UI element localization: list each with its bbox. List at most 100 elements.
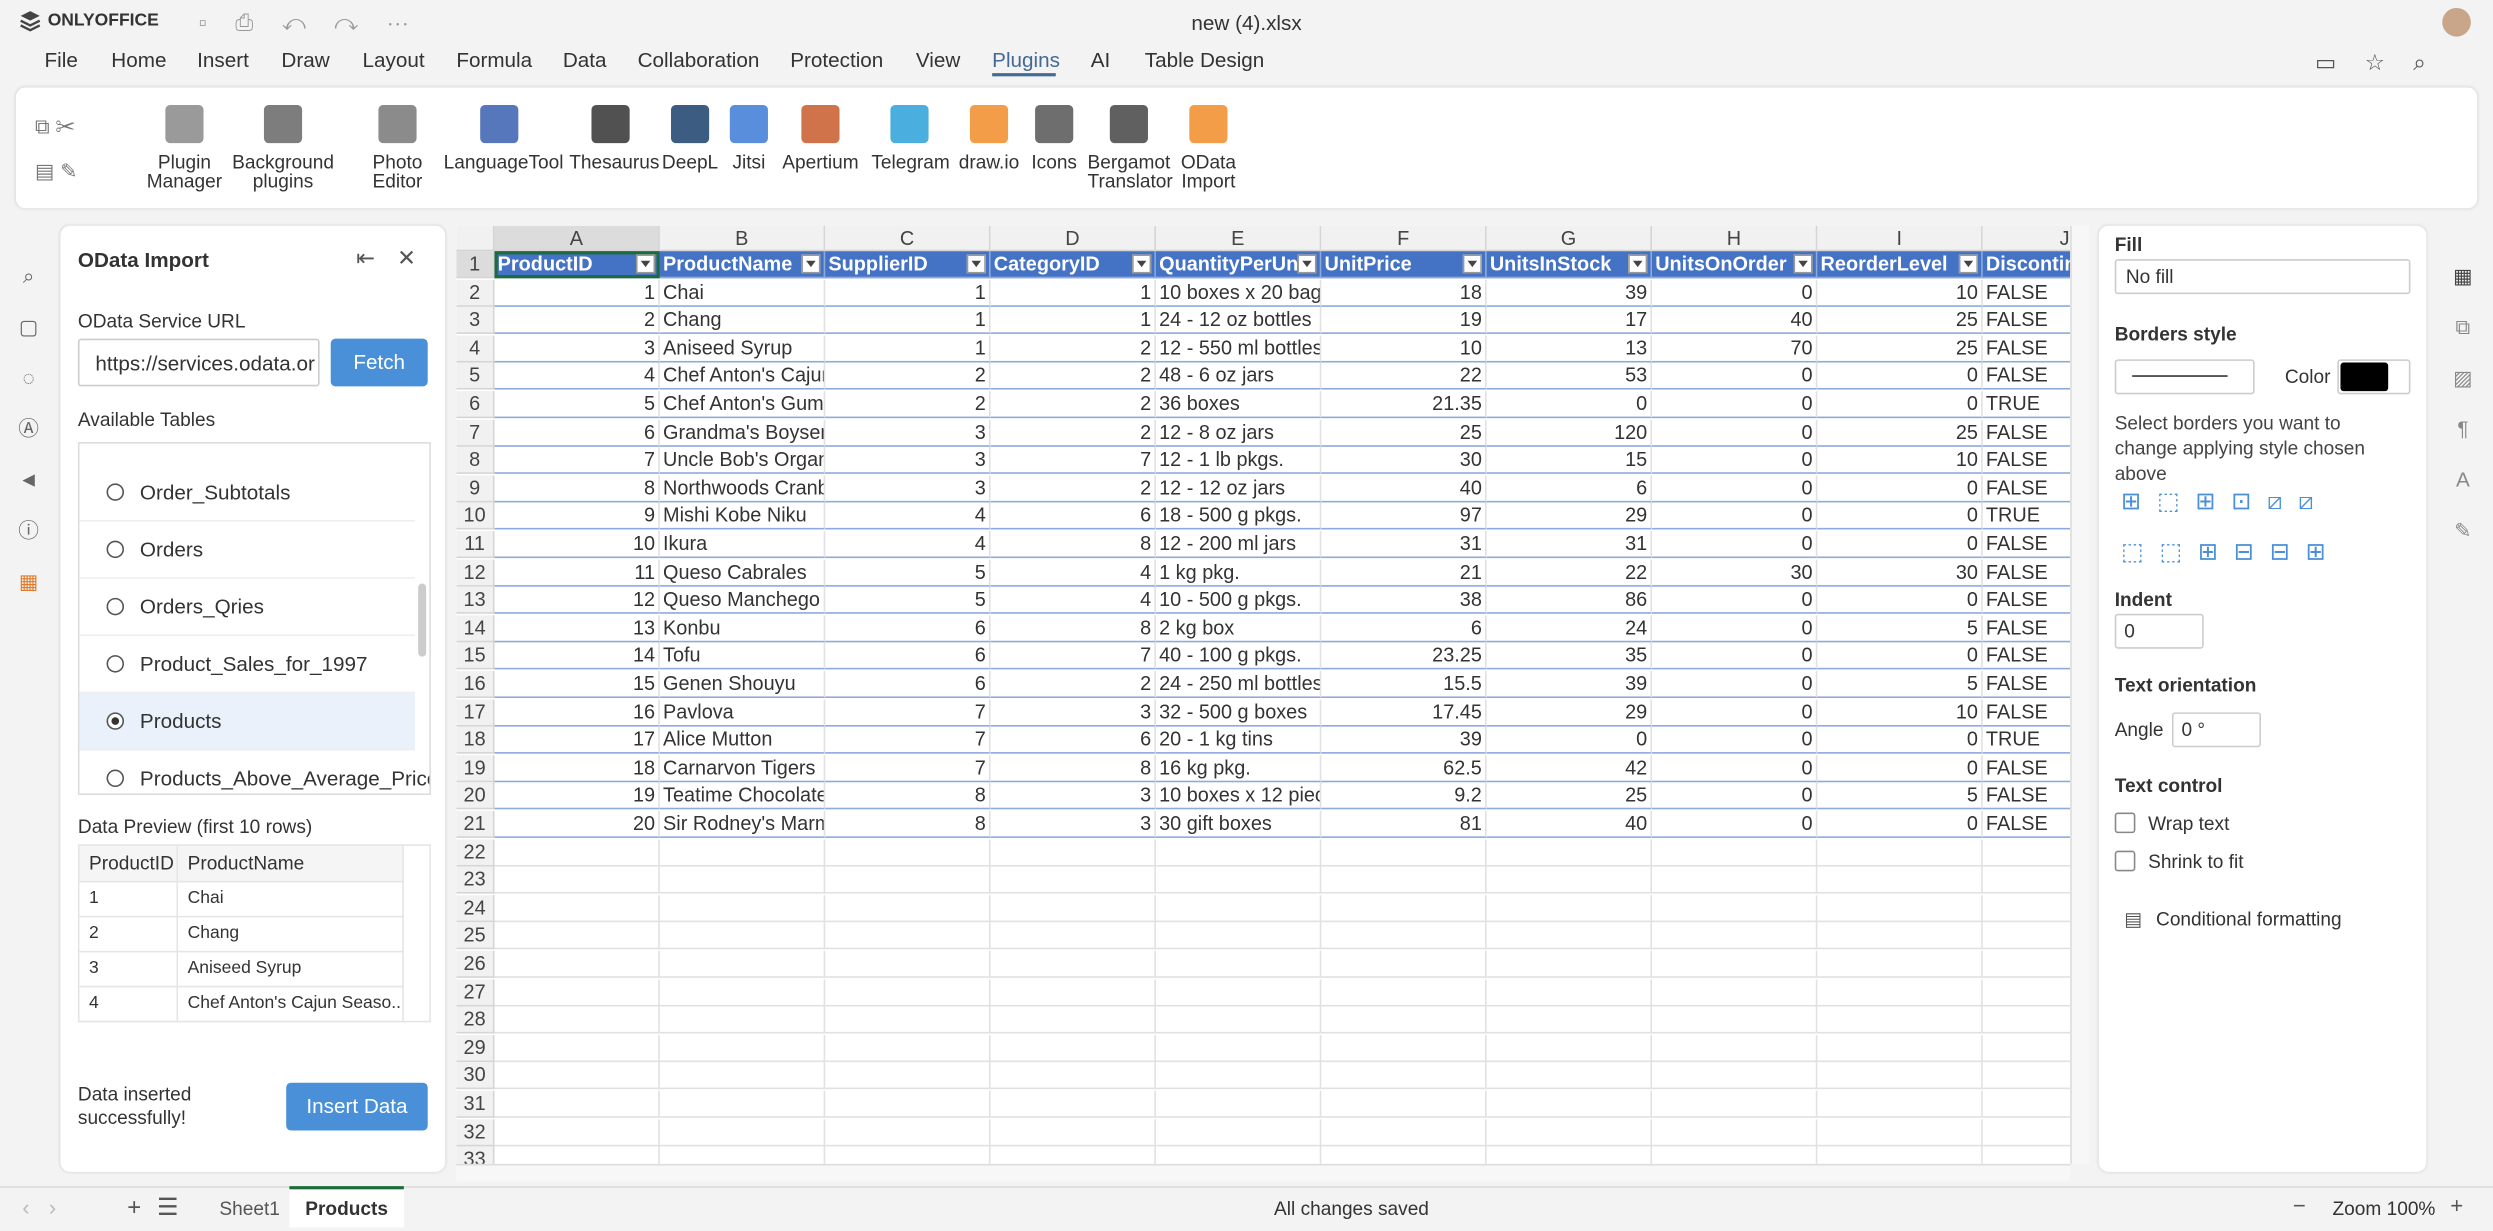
table-option[interactable]: Order_Subtotals xyxy=(79,464,415,522)
cell[interactable] xyxy=(1652,894,1818,922)
cell[interactable] xyxy=(1817,1006,1983,1034)
cell[interactable] xyxy=(1155,866,1322,894)
cell[interactable]: 8 xyxy=(990,615,1156,643)
cell[interactable] xyxy=(659,1118,826,1146)
cell[interactable] xyxy=(825,1062,991,1090)
scrollbar[interactable] xyxy=(418,583,427,657)
cell[interactable]: 6 xyxy=(1486,475,1653,503)
cell[interactable]: FALSE xyxy=(1982,587,2071,615)
cell[interactable] xyxy=(1155,922,1322,950)
cell[interactable]: 10 boxes x 12 pieces xyxy=(1155,782,1322,810)
cell[interactable]: 39 xyxy=(1486,670,1653,699)
cell[interactable] xyxy=(1155,838,1322,866)
cell[interactable]: 5 xyxy=(494,391,660,419)
cell[interactable]: Genen Shouyu xyxy=(659,670,826,699)
shrink-checkbox[interactable] xyxy=(2114,850,2136,872)
column-header[interactable]: G xyxy=(1486,225,1653,252)
cell[interactable] xyxy=(1486,894,1653,922)
table-option[interactable]: Orders xyxy=(79,522,415,579)
cell[interactable]: 0 xyxy=(1817,363,1983,391)
cell[interactable]: 40 xyxy=(1486,810,1653,838)
cell[interactable]: FALSE xyxy=(1982,335,2071,363)
filter-button[interactable] xyxy=(1958,254,1978,274)
cell[interactable]: 1 xyxy=(825,279,991,307)
cell[interactable]: Queso Cabrales xyxy=(659,559,826,587)
plugin-button[interactable]: Thesaurus xyxy=(569,102,659,172)
v-scrollbar[interactable] xyxy=(2070,225,2090,1164)
cell[interactable] xyxy=(1983,1147,2070,1164)
cell[interactable] xyxy=(659,1006,826,1034)
cell[interactable] xyxy=(1486,838,1653,866)
row-header[interactable]: 19 xyxy=(456,754,495,782)
cell[interactable]: 6 xyxy=(990,726,1156,754)
menu-tab[interactable]: Insert xyxy=(197,47,249,72)
cell[interactable]: 36 boxes xyxy=(1155,391,1322,419)
cell[interactable]: 1 xyxy=(825,307,991,335)
cell[interactable] xyxy=(1652,1146,1818,1164)
cell[interactable] xyxy=(659,838,826,866)
cell[interactable]: FALSE xyxy=(1982,615,2071,643)
conditional-formatting[interactable]: Conditional formatting xyxy=(2156,907,2342,931)
cell[interactable]: 5 xyxy=(825,559,991,587)
row-header[interactable]: 9 xyxy=(456,475,495,503)
menu-tab[interactable]: File xyxy=(44,47,78,72)
cell[interactable]: 70 xyxy=(1652,335,1818,363)
cell[interactable]: 15 xyxy=(494,670,660,699)
cell[interactable]: 7 xyxy=(990,447,1156,475)
cell[interactable]: 21.35 xyxy=(1321,391,1487,419)
cell[interactable]: 10 boxes x 20 bags xyxy=(1155,279,1322,307)
cell[interactable]: FALSE xyxy=(1982,783,2071,810)
row-header[interactable]: 25 xyxy=(456,922,495,950)
cell[interactable]: 0 xyxy=(1486,391,1653,419)
row-header[interactable]: 26 xyxy=(456,950,495,978)
right-sidebar[interactable]: ▦ ⧉ ▨ ¶ A ✎ xyxy=(2453,263,2473,543)
cell[interactable] xyxy=(659,978,826,1006)
table-header-cell[interactable]: UnitPrice xyxy=(1321,251,1487,279)
cell[interactable]: 4 xyxy=(494,363,660,391)
cell[interactable] xyxy=(1486,950,1653,978)
cell[interactable]: Teatime Chocolate Biscuits xyxy=(659,782,826,810)
cell[interactable]: 40 xyxy=(1652,307,1818,335)
menu-tab[interactable]: Layout xyxy=(362,47,425,72)
row-header[interactable]: 1 xyxy=(456,251,495,279)
cell[interactable]: 10 xyxy=(1817,279,1983,307)
cell[interactable]: 120 xyxy=(1486,419,1653,447)
row-header[interactable]: 31 xyxy=(456,1090,495,1118)
cell[interactable]: FALSE xyxy=(1982,811,2071,838)
cell[interactable]: Tofu xyxy=(659,642,826,671)
cell[interactable]: FALSE xyxy=(1982,363,2071,391)
cell[interactable]: 30 xyxy=(1817,559,1983,587)
cell[interactable]: 25 xyxy=(1321,419,1487,447)
column-header[interactable]: H xyxy=(1652,225,1818,252)
table-header-cell[interactable]: ProductName xyxy=(659,251,826,279)
cell[interactable] xyxy=(825,1118,991,1146)
cell[interactable] xyxy=(991,1146,1156,1164)
cell[interactable]: 19 xyxy=(494,782,660,810)
cell[interactable]: 97 xyxy=(1321,503,1487,531)
cell[interactable]: 0 xyxy=(1652,642,1818,671)
menu-tab[interactable]: Data xyxy=(562,47,607,72)
cell[interactable]: 5 xyxy=(825,587,991,615)
cell[interactable] xyxy=(825,922,991,950)
sheet-nav[interactable]: ‹› xyxy=(22,1194,76,1220)
cell[interactable]: 18 xyxy=(494,754,660,782)
cell[interactable] xyxy=(494,1062,660,1090)
cell[interactable]: 6 xyxy=(990,503,1156,531)
fill-select[interactable]: No fill xyxy=(2114,259,2411,295)
cell[interactable]: 30 gift boxes xyxy=(1155,810,1322,838)
cell[interactable]: 12 - 200 ml jars xyxy=(1155,531,1322,559)
table-header-cell[interactable]: Discontinued xyxy=(1982,251,2071,279)
row-header[interactable]: 3 xyxy=(456,307,495,335)
cell[interactable] xyxy=(990,1062,1156,1090)
cell[interactable]: 18 - 500 g pkgs. xyxy=(1155,503,1322,531)
cell[interactable]: 0 xyxy=(1486,726,1653,754)
cell[interactable] xyxy=(1817,1118,1983,1146)
cell[interactable]: 0 xyxy=(1652,391,1818,419)
cell[interactable] xyxy=(1817,1146,1983,1164)
cell[interactable] xyxy=(990,838,1156,866)
cell[interactable]: Carnarvon Tigers xyxy=(659,754,826,782)
cell[interactable]: 2 xyxy=(825,363,991,391)
cell[interactable] xyxy=(1817,866,1983,894)
cell[interactable]: 0 xyxy=(1817,503,1983,531)
indent-input[interactable]: 0 xyxy=(2114,613,2204,649)
